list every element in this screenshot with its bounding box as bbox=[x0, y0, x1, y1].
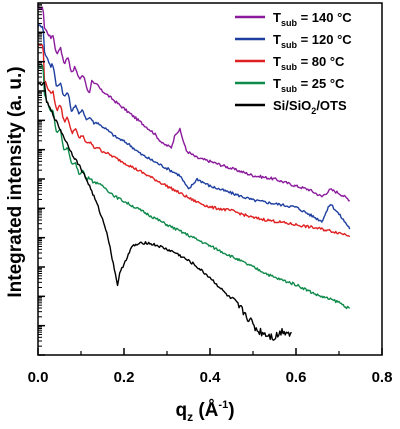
series-line bbox=[37, 64, 351, 310]
legend-entry: Tsub = 120 °C bbox=[273, 32, 352, 50]
x-tick-label: 0.2 bbox=[114, 369, 135, 386]
series-layer bbox=[37, 6, 351, 341]
legend-entry: Tsub = 25 °C bbox=[273, 76, 345, 94]
series-line bbox=[37, 24, 351, 230]
y-axis-label: Integrated intensity (a. u.) bbox=[5, 66, 26, 297]
legend-entry: Tsub = 80 °C bbox=[273, 54, 345, 72]
x-tick-label: 0.8 bbox=[372, 369, 393, 386]
legend: Tsub = 140 °C Tsub = 120 °C Tsub = 80 °C Ts… bbox=[235, 10, 352, 116]
x-tick-label: 0.4 bbox=[200, 369, 222, 386]
series-line bbox=[37, 6, 351, 202]
axes-layer: 0.0 0.2 0.4 0.6 0.8 bbox=[28, 2, 393, 386]
legend-entry: Si/SiO2/OTS bbox=[273, 98, 347, 116]
x-tick-label: 0.0 bbox=[28, 369, 49, 386]
legend-entry: Tsub = 140 °C bbox=[273, 10, 352, 28]
series-line bbox=[37, 43, 351, 238]
x-axis-label: qz (Å-1) bbox=[175, 399, 234, 424]
x-tick-label: 0.6 bbox=[286, 369, 307, 386]
series-line bbox=[37, 81, 292, 341]
